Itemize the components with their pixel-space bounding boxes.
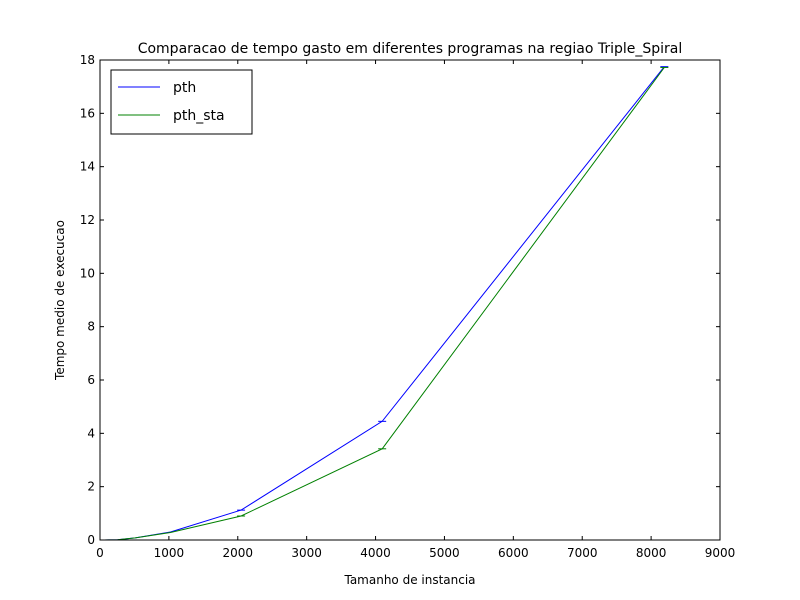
legend-box [110,69,253,135]
y-tick-label: 16 [80,106,95,120]
x-tick-label: 4000 [360,546,391,560]
y-tick-label: 2 [87,480,95,494]
legend-label-pth: pth [173,80,196,96]
legend-items: pth pth_sta [118,80,225,124]
y-tick-label: 14 [80,160,95,174]
plot-area [100,60,720,540]
tick-layer: 0 1000 2000 3000 4000 5000 6000 7000 8000 9000 0 2 4… [80,53,736,560]
x-tick-label: 7000 [567,546,598,560]
x-tick-label: 8000 [636,546,667,560]
x-tick-label: 6000 [498,546,529,560]
y-tick-label: 12 [80,213,95,227]
y-tick-label: 18 [80,53,95,67]
x-tick-label: 5000 [429,546,460,560]
y-tick-label: 4 [87,426,95,440]
y-axis-label: Tempo medio de execucao [53,220,67,381]
x-tick-label: 3000 [291,546,322,560]
x-tick-label: 2000 [223,546,254,560]
legend: pth pth_sta [110,69,253,135]
y-tick-label: 6 [87,373,95,387]
legend-label-pth_sta: pth_sta [173,108,225,124]
chart-title: Comparacao de tempo gasto em diferentes … [138,41,683,57]
y-tick-label: 8 [87,320,95,334]
plot-border [99,59,721,541]
y-tick-label: 10 [80,266,95,280]
x-axis-label: Tamanho de instancia [343,573,475,587]
x-tick-label: 0 [96,546,104,560]
y-tick-label: 0 [87,533,95,547]
x-tick-label: 1000 [154,546,185,560]
x-tick-label: 9000 [705,546,736,560]
